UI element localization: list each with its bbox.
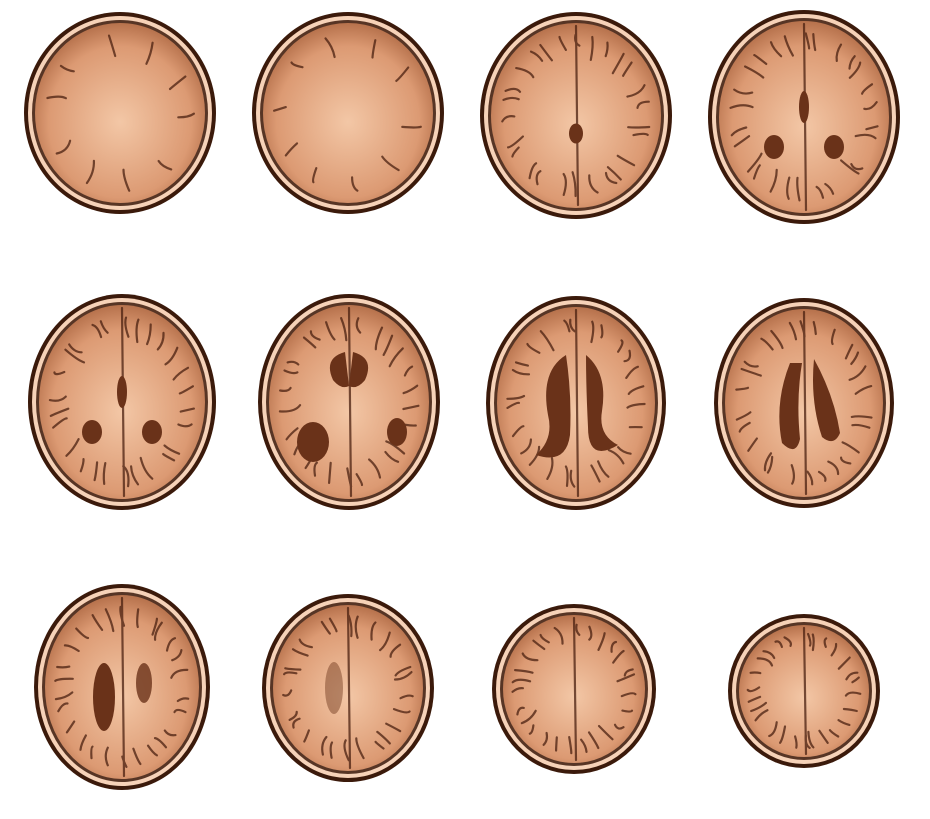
brain-slice-r2c3 — [482, 292, 670, 514]
ventricle — [536, 355, 571, 458]
brain-slice-r3c1 — [30, 580, 214, 794]
brain-slice-r3c3 — [488, 600, 660, 778]
ventricle — [779, 363, 802, 450]
brain-tissue — [35, 23, 205, 203]
brain-slice-r1c3 — [476, 8, 676, 223]
brain-slice-r1c2 — [248, 8, 448, 218]
ventricle — [297, 422, 329, 462]
ventricle — [813, 359, 840, 442]
brain-tissue — [263, 23, 433, 203]
ventricle — [142, 420, 162, 444]
ventricle — [325, 662, 343, 714]
brain-slice-r1c1 — [20, 8, 220, 218]
ventricle — [586, 355, 618, 451]
ventricle — [82, 420, 102, 444]
brain-slice-r3c2 — [258, 590, 438, 786]
brain-slice-r3c4 — [724, 610, 884, 772]
brain-slice-r2c2 — [254, 290, 444, 514]
ventricle — [93, 663, 115, 731]
ventricle — [799, 91, 809, 123]
ventricle — [387, 418, 407, 446]
ventricle — [824, 135, 844, 159]
ventricle — [329, 352, 349, 388]
brain-slice-r2c4 — [710, 294, 898, 512]
brain-slice-r2c1 — [24, 290, 220, 514]
brain-slice-r1c4 — [704, 6, 904, 228]
ventricle — [117, 376, 127, 408]
ventricle — [136, 663, 152, 703]
ventricle — [349, 352, 369, 388]
ventricle — [764, 135, 784, 159]
ventricle — [569, 123, 583, 144]
